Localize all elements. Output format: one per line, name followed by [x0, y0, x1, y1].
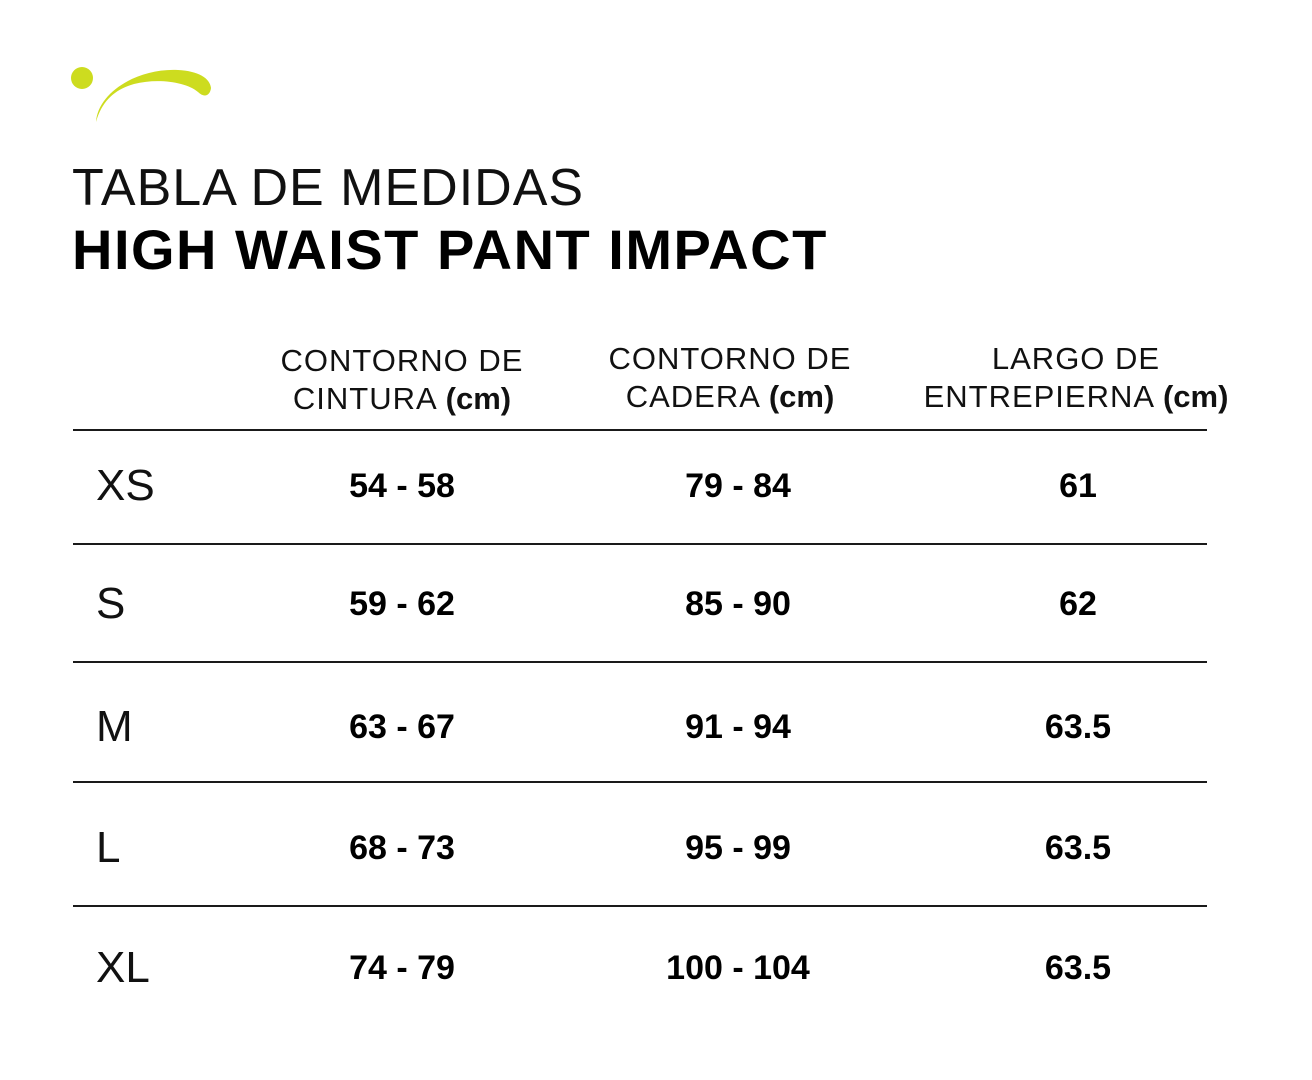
size-label: S — [96, 579, 126, 628]
table-row: XL 74 - 79 100 - 104 63.5 — [0, 938, 1312, 998]
column-header-line1: LARGO DE — [991, 341, 1161, 376]
waist-value: 63 - 67 — [349, 708, 455, 746]
hip-value: 95 - 99 — [685, 829, 791, 867]
waist-value: 54 - 58 — [349, 467, 455, 505]
table-row: XS 54 - 58 79 - 84 61 — [0, 456, 1312, 516]
hip-value: 100 - 104 — [666, 949, 810, 987]
column-header-hip: CONTORNO DE CADERA (cm) — [580, 340, 880, 416]
size-label: L — [96, 823, 121, 872]
table-row: L 68 - 73 95 - 99 63.5 — [0, 818, 1312, 878]
size-label: M — [96, 702, 133, 751]
title-line-1: TABLA DE MEDIDAS — [72, 159, 585, 217]
page-title: TABLA DE MEDIDAS HIGH WAIST PANT IMPACT — [72, 158, 828, 282]
table-row: M 63 - 67 91 - 94 63.5 — [0, 697, 1312, 757]
table-header: CONTORNO DE CINTURA (cm) CONTORNO DE CAD… — [0, 338, 1312, 428]
column-header-label: CADERA — [625, 379, 760, 414]
hip-value: 79 - 84 — [685, 467, 791, 505]
inseam-value: 63.5 — [1044, 708, 1112, 746]
inseam-value: 62 — [1059, 585, 1097, 623]
inseam-value: 63.5 — [1044, 829, 1112, 867]
table-divider — [73, 905, 1207, 907]
size-label: XL — [96, 943, 150, 992]
column-header-line2: CINTURA (cm) — [252, 380, 552, 418]
title-line-2: HIGH WAIST PANT IMPACT — [72, 218, 828, 281]
column-header-line2: ENTREPIERNA (cm) — [915, 378, 1237, 416]
column-header-label: ENTREPIERNA — [923, 379, 1154, 414]
table-divider — [73, 429, 1207, 431]
swoosh-logo-icon — [71, 67, 211, 122]
column-header-line1: CONTORNO DE — [608, 341, 852, 376]
waist-value: 68 - 73 — [349, 829, 455, 867]
column-header-label: CINTURA — [292, 381, 436, 416]
column-header-line2: CADERA (cm) — [580, 378, 880, 416]
table-divider — [73, 781, 1207, 783]
inseam-value: 63.5 — [1044, 949, 1112, 987]
hip-value: 85 - 90 — [685, 585, 791, 623]
table-row: S 59 - 62 85 - 90 62 — [0, 574, 1312, 634]
waist-value: 59 - 62 — [349, 585, 455, 623]
column-header-unit: (cm) — [445, 381, 512, 416]
column-header-inseam: LARGO DE ENTREPIERNA (cm) — [915, 340, 1237, 416]
column-header-line1: CONTORNO DE — [280, 343, 524, 378]
size-label: XS — [96, 461, 155, 510]
table-divider — [73, 543, 1207, 545]
column-header-unit: (cm) — [1162, 379, 1229, 414]
table-divider — [73, 661, 1207, 663]
waist-value: 74 - 79 — [349, 949, 455, 987]
column-header-unit: (cm) — [768, 379, 835, 414]
column-header-waist: CONTORNO DE CINTURA (cm) — [252, 342, 552, 418]
hip-value: 91 - 94 — [685, 708, 791, 746]
inseam-value: 61 — [1059, 467, 1097, 505]
